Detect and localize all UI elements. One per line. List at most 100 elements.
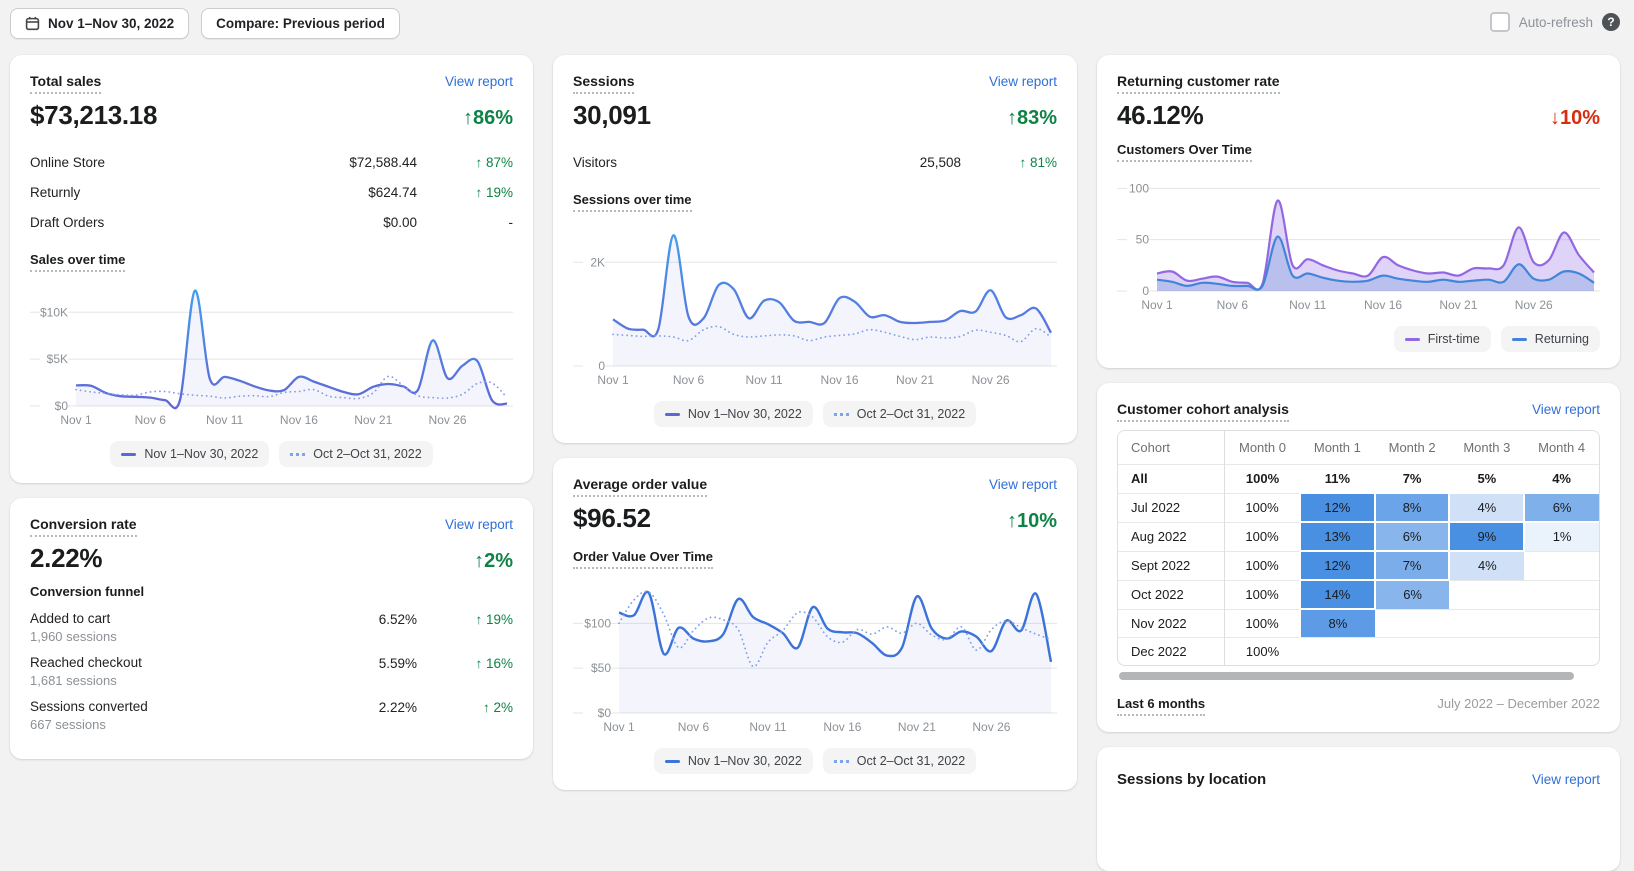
cohort-col-header: Month 2 — [1374, 431, 1450, 465]
total-sales-view-report-link[interactable]: View report — [444, 74, 513, 89]
customers-over-time-chart: 0 50 100 Nov 1 Nov 6 Nov 11 Nov 16 Nov 21 Nov 26 — [1117, 168, 1600, 318]
horizontal-scrollbar[interactable] — [1119, 672, 1598, 680]
cohort-cell-empty — [1524, 550, 1599, 580]
aov-delta: ↑10% — [1006, 510, 1057, 532]
row-label: Draft Orders — [30, 214, 105, 230]
customers-over-time-title[interactable]: Customers Over Time — [1117, 142, 1252, 162]
funnel-step: Sessions converted 667 sessions — [30, 699, 297, 732]
legend-current-period[interactable]: Nov 1–Nov 30, 2022 — [653, 401, 813, 427]
cohort-cell-empty — [1449, 637, 1525, 665]
conversion-rate-title[interactable]: Conversion rate — [30, 516, 137, 537]
sessions-title[interactable]: Sessions — [573, 73, 635, 94]
conversion-funnel: Added to cart 1,960 sessions 6.52% ↑ 19% … — [30, 611, 513, 732]
up-arrow-icon: ↑ — [474, 550, 485, 572]
cohort-cell: 13% — [1299, 521, 1375, 551]
total-sales-breakdown: Online Store $72,588.44 ↑ 87% Returnly $… — [30, 147, 513, 237]
date-range-button[interactable]: Nov 1–Nov 30, 2022 — [10, 8, 190, 39]
total-sales-delta: ↑86% — [462, 107, 513, 129]
conversion-funnel-label: Conversion funnel — [30, 584, 145, 599]
legend-previous-period[interactable]: Oct 2–Oct 31, 2022 — [822, 401, 977, 427]
legend-returning[interactable]: Returning — [1500, 326, 1600, 352]
svg-text:Nov 1: Nov 1 — [597, 373, 629, 387]
funnel-value: 5.59% — [378, 656, 417, 671]
cohort-title[interactable]: Customer cohort analysis — [1117, 401, 1289, 422]
sessions-over-time-title[interactable]: Sessions over time — [573, 192, 692, 212]
svg-text:Nov 1: Nov 1 — [1141, 298, 1173, 312]
svg-text:$0: $0 — [55, 399, 69, 413]
cohort-cell: 100% — [1224, 492, 1300, 522]
scrollbar-thumb[interactable] — [1119, 672, 1575, 680]
conversion-view-report-link[interactable]: View report — [444, 517, 513, 532]
row-delta: ↑ 19% — [475, 184, 513, 200]
cohort-label: Aug 2022 — [1118, 521, 1225, 551]
chart-legend: Nov 1–Nov 30, 2022 Oct 2–Oct 31, 2022 — [573, 748, 1057, 774]
cohort-label: Dec 2022 — [1118, 637, 1225, 665]
solid-line-icon — [1511, 337, 1527, 341]
cohort-view-report-link[interactable]: View report — [1531, 402, 1600, 417]
legend-first-time[interactable]: First-time — [1393, 326, 1491, 352]
cohort-cell-empty — [1300, 637, 1375, 665]
auto-refresh-checkbox[interactable] — [1489, 12, 1510, 32]
cohort-cell-empty — [1524, 579, 1599, 609]
cohort-cell-empty — [1449, 579, 1525, 609]
returning-customer-rate-card: Returning customer rate 46.12% ↓10% Cust… — [1097, 55, 1620, 368]
cohort-cell: 4% — [1448, 492, 1525, 522]
conversion-rate-value: 2.22% — [30, 543, 103, 573]
up-arrow-icon: ↑ — [1006, 510, 1017, 532]
funnel-sessions: 667 sessions — [30, 717, 106, 732]
row-label: Visitors — [573, 154, 618, 170]
cohort-range-label[interactable]: Last 6 months — [1117, 696, 1206, 716]
funnel-value: 2.22% — [378, 700, 417, 715]
legend-current-period[interactable]: Nov 1–Nov 30, 2022 — [653, 748, 813, 774]
location-view-report-link[interactable]: View report — [1531, 772, 1600, 787]
funnel-row: Added to cart 1,960 sessions 6.52% ↑ 19% — [30, 611, 513, 644]
sessions-view-report-link[interactable]: View report — [988, 74, 1057, 89]
breakdown-row: Online Store $72,588.44 ↑ 87% — [30, 147, 513, 177]
cohort-cell: 6% — [1523, 492, 1599, 522]
legend-current-period[interactable]: Nov 1–Nov 30, 2022 — [110, 441, 270, 467]
sessions-value: 30,091 — [573, 100, 651, 130]
svg-text:$0: $0 — [598, 706, 612, 720]
compare-label: Compare: Previous period — [216, 16, 385, 31]
date-range-label: Nov 1–Nov 30, 2022 — [48, 16, 175, 31]
solid-line-icon — [664, 412, 680, 416]
order-value-over-time-title[interactable]: Order Value Over Time — [573, 549, 713, 569]
aov-view-report-link[interactable]: View report — [988, 477, 1057, 492]
svg-text:Nov 16: Nov 16 — [1364, 298, 1402, 312]
legend-previous-period[interactable]: Oct 2–Oct 31, 2022 — [279, 441, 433, 467]
cohort-cell: 4% — [1524, 464, 1599, 493]
svg-text:Nov 16: Nov 16 — [823, 720, 861, 734]
row-value: $0.00 — [383, 214, 417, 230]
cohort-row: Aug 2022 100% 13% 6% 9% 1% — [1118, 521, 1599, 551]
cohort-cell: 100% — [1224, 579, 1300, 609]
funnel-sessions: 1,681 sessions — [30, 673, 117, 688]
help-icon[interactable]: ? — [1602, 13, 1620, 31]
returning-rate-title[interactable]: Returning customer rate — [1117, 73, 1280, 94]
svg-text:Nov 16: Nov 16 — [821, 373, 859, 387]
cohort-cell-empty — [1524, 608, 1599, 638]
cohort-cell: 7% — [1373, 550, 1450, 580]
svg-text:Nov 21: Nov 21 — [354, 413, 392, 427]
cohort-label: Sept 2022 — [1118, 550, 1225, 580]
cohort-table: Cohort Month 0 Month 1 Month 2 Month 3 Month … — [1118, 431, 1599, 665]
svg-text:Nov 21: Nov 21 — [896, 373, 934, 387]
up-arrow-icon: ↑ — [475, 184, 483, 200]
cohort-cell: 9% — [1448, 521, 1525, 551]
up-arrow-icon: ↑ — [462, 107, 473, 129]
legend-previous-period[interactable]: Oct 2–Oct 31, 2022 — [822, 748, 977, 774]
funnel-row: Sessions converted 667 sessions 2.22% ↑ 2… — [30, 699, 513, 732]
up-arrow-icon: ↑ — [475, 612, 483, 627]
chart-legend: Nov 1–Nov 30, 2022 Oct 2–Oct 31, 2022 — [30, 441, 513, 467]
cohort-cell: 100% — [1224, 464, 1300, 493]
cohort-cell-empty — [1374, 608, 1450, 638]
cohort-cell: 8% — [1299, 608, 1375, 638]
customer-cohort-card: Customer cohort analysis View report Coh… — [1097, 383, 1620, 732]
aov-title[interactable]: Average order value — [573, 476, 708, 497]
cohort-cell: 6% — [1373, 521, 1450, 551]
cohort-row: Dec 2022 100% — [1118, 637, 1599, 665]
dotted-line-icon — [833, 412, 849, 416]
total-sales-title[interactable]: Total sales — [30, 73, 102, 94]
compare-button[interactable]: Compare: Previous period — [201, 8, 400, 39]
sales-over-time-title[interactable]: Sales over time — [30, 252, 126, 272]
row-delta: ↑ 87% — [475, 154, 513, 170]
